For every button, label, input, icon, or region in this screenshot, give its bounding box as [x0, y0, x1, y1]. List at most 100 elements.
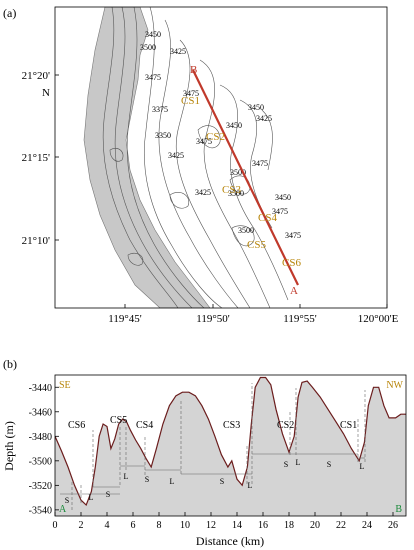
unit-label: L [360, 462, 365, 471]
cs-label: CS4 [258, 212, 277, 224]
direction-se: SE [59, 380, 71, 391]
unit-label: L [296, 458, 301, 467]
unit-label: S [145, 475, 149, 484]
unit-label: L [170, 477, 175, 486]
unit-label: L [248, 481, 253, 490]
cs-label: CS6 [282, 257, 301, 269]
contour-label: 3500 [140, 43, 156, 52]
x-axis-label: Distance (km) [196, 534, 264, 548]
lon-label: 119°50' [196, 313, 229, 325]
bathymetry-map: 3450 3425 3500 3475 3475 3450 3425 3375 … [55, 7, 387, 308]
contour-label: 3375 [152, 105, 168, 114]
x-tick-label: 10 [180, 520, 190, 531]
lat-hemisphere: N [42, 87, 50, 99]
profile-end-a: A [290, 285, 298, 297]
land-area [83, 7, 211, 308]
cs-labels: CS1 CS2 CS3 CS4 CS5 CS6 [181, 95, 301, 269]
contour-labels: 3450 3425 3500 3475 3475 3450 3425 3375 … [140, 30, 301, 240]
lon-label: 119°45' [108, 313, 141, 325]
unit-label: S [220, 477, 224, 486]
map-lat-labels: 21°20' N 21°15' 21°10' [22, 70, 50, 247]
contour-label: 3450 [275, 193, 291, 202]
y-tick-label: -3540 [29, 505, 52, 516]
x-tick-label: 4 [105, 520, 110, 531]
y-axis-label: Depth (m) [2, 421, 16, 471]
map-ticks [55, 74, 388, 308]
y-tick-label: -3480 [29, 432, 52, 443]
map-lon-labels: 119°45' 119°50' 119°55' 120°00'E [108, 313, 398, 325]
profile-cs-labels: CS6 CS5 CS4 CS3 CS2 CS1 [68, 415, 357, 431]
contour-label: 3425 [256, 114, 272, 123]
y-tick-label: -3460 [29, 407, 52, 418]
lat-label: 21°10' [22, 235, 50, 247]
plot-frame [54, 374, 407, 517]
depth-profile-plot: S L S L S L S L S L S L CS6 CS5 CS4 CS3 … [2, 374, 407, 548]
direction-nw: NW [386, 380, 403, 391]
x-tick-label: 2 [79, 520, 84, 531]
profile-line [55, 376, 406, 507]
panel-a-label: (a) [3, 6, 16, 20]
panel-b-label: (b) [3, 357, 17, 371]
x-tick-label: 6 [131, 520, 136, 531]
profile-end-b: B [190, 64, 197, 76]
contour-label: 3425 [168, 151, 184, 160]
cs-label: CS1 [181, 95, 200, 107]
cs-label: CS2 [206, 131, 225, 143]
x-tick-label: 18 [284, 520, 294, 531]
x-tick-label: 8 [157, 520, 162, 531]
contour-label: 3475 [252, 159, 268, 168]
unit-label: L [124, 472, 129, 481]
unit-labels: S L S L S L S L S L S L [65, 458, 365, 505]
cs-label: CS5 [247, 239, 266, 251]
x-tick-label: 0 [53, 520, 58, 531]
map-frame [54, 6, 388, 309]
cs-label: CS2 [277, 420, 294, 431]
x-tick-label: 16 [258, 520, 268, 531]
contour-label: 3450 [226, 121, 242, 130]
profile-end-b: B [395, 504, 402, 515]
y-axis-ticks: -3440 -3460 -3480 -3500 -3520 -3540 [29, 383, 59, 516]
cs-label: CS4 [136, 420, 153, 431]
x-tick-label: 22 [336, 520, 346, 531]
y-tick-label: -3500 [29, 456, 52, 467]
contour-label: 3425 [195, 188, 211, 197]
boundary-lines [71, 383, 366, 510]
cs-label: CS5 [110, 415, 127, 426]
x-tick-label: 12 [206, 520, 216, 531]
contour-label: 3500 [228, 189, 244, 198]
unit-label: S [106, 490, 110, 499]
x-tick-label: 24 [362, 520, 372, 531]
x-tick-label: 20 [310, 520, 320, 531]
profile-line-ab [192, 69, 299, 286]
contour-label: 3475 [285, 231, 301, 240]
lon-label: 120°00'E [358, 313, 399, 325]
unit-label: S [65, 496, 69, 505]
contour-label: 3500 [230, 168, 246, 177]
contour-label: 3350 [155, 131, 171, 140]
cs-label: CS1 [340, 420, 357, 431]
contour-label: 3450 [248, 103, 264, 112]
unit-label: L [89, 493, 94, 502]
cs-label: CS3 [222, 184, 241, 196]
unit-label: S [284, 460, 288, 469]
unit-label: S [327, 460, 331, 469]
contour-label: 3475 [145, 73, 161, 82]
profile-area [55, 377, 406, 516]
contour-label: 3500 [238, 226, 254, 235]
x-tick-label: 26 [388, 520, 398, 531]
contour-label: 3425 [170, 47, 186, 56]
cs-label: CS6 [68, 420, 85, 431]
profile-end-a: A [59, 504, 67, 515]
y-tick-label: -3520 [29, 481, 52, 492]
contour-label: 3475 [196, 137, 212, 146]
lon-label: 119°55' [283, 313, 316, 325]
contour-label: 3450 [145, 30, 161, 39]
lat-label: 21°20' [22, 70, 50, 82]
contour-label: 3475 [183, 89, 199, 98]
cs-label: CS3 [223, 420, 240, 431]
unit-baselines [60, 453, 365, 495]
lat-label: 21°15' [22, 152, 50, 164]
y-tick-label: -3440 [29, 383, 52, 394]
x-tick-label: 14 [232, 520, 242, 531]
